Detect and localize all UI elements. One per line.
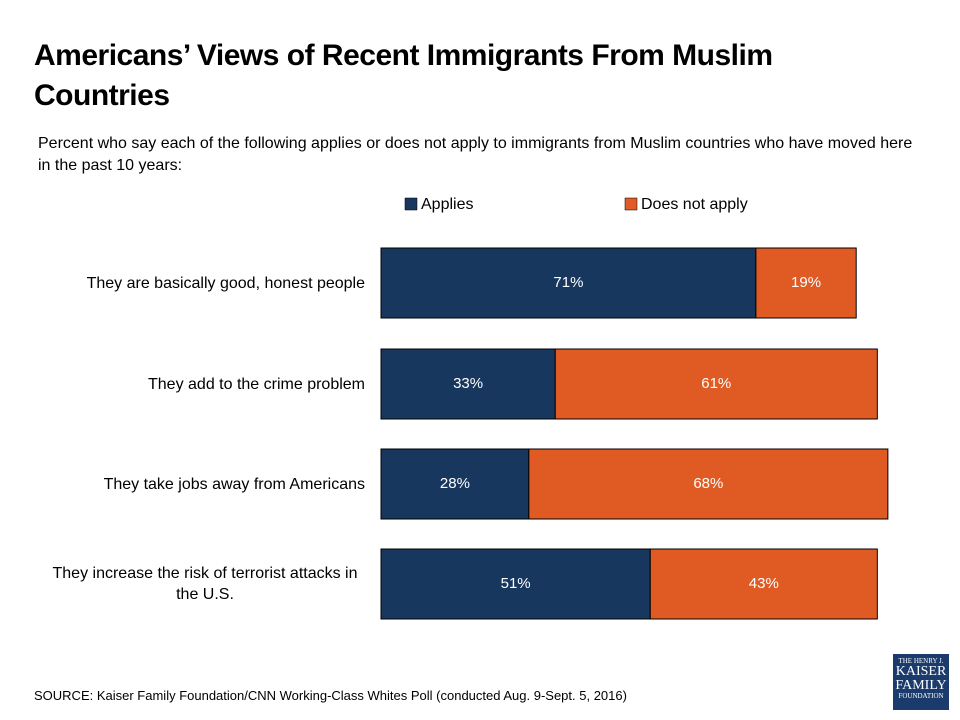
legend-label: Applies <box>421 196 473 213</box>
data-label: 71% <box>553 274 583 291</box>
logo-text: FOUNDATION <box>898 692 944 700</box>
bar-segment <box>755 247 857 319</box>
data-label: 19% <box>791 274 821 291</box>
bar-segment <box>380 247 757 319</box>
category-label-box: They add to the crime problem <box>148 349 365 419</box>
bar-segment <box>649 548 878 620</box>
data-label: 28% <box>440 475 470 492</box>
legend-swatch <box>404 197 418 211</box>
bar-segment <box>554 348 878 420</box>
data-label: 68% <box>693 475 723 492</box>
logo: THE HENRY J. KAISER FAMILY FOUNDATION <box>893 654 949 710</box>
legend-label: Does not apply <box>641 196 748 213</box>
bar-segment <box>380 348 556 420</box>
y-tick-label: They increase the risk of terrorist atta… <box>52 565 358 603</box>
logo-text: FAMILY <box>895 678 947 693</box>
bar-segment <box>380 448 530 520</box>
logo-text: KAISER <box>895 664 947 679</box>
legend-swatch <box>624 197 638 211</box>
logo-text: THE HENRY J. <box>898 657 944 665</box>
chart-subtitle: Percent who say each of the following ap… <box>38 135 913 174</box>
y-tick-label: They take jobs away from Americans <box>103 475 365 493</box>
data-label: 61% <box>701 375 731 392</box>
bar-segment <box>528 448 889 520</box>
data-label: 43% <box>749 575 779 592</box>
y-tick-label: They add to the crime problem <box>148 375 365 393</box>
category-label-box: They are basically good, honest people <box>87 248 365 318</box>
category-label-box: They take jobs away from Americans <box>104 449 365 519</box>
category-label-box: They increase the risk of terrorist atta… <box>45 549 365 619</box>
y-tick-label: They are basically good, honest people <box>86 274 365 292</box>
chart-title: Americans’ Views of Recent Immigrants Fr… <box>34 39 773 112</box>
data-label: 33% <box>453 375 483 392</box>
bar-segment <box>380 548 651 620</box>
source-note: SOURCE: Kaiser Family Foundation/CNN Wor… <box>34 688 627 703</box>
data-label: 51% <box>501 575 531 592</box>
